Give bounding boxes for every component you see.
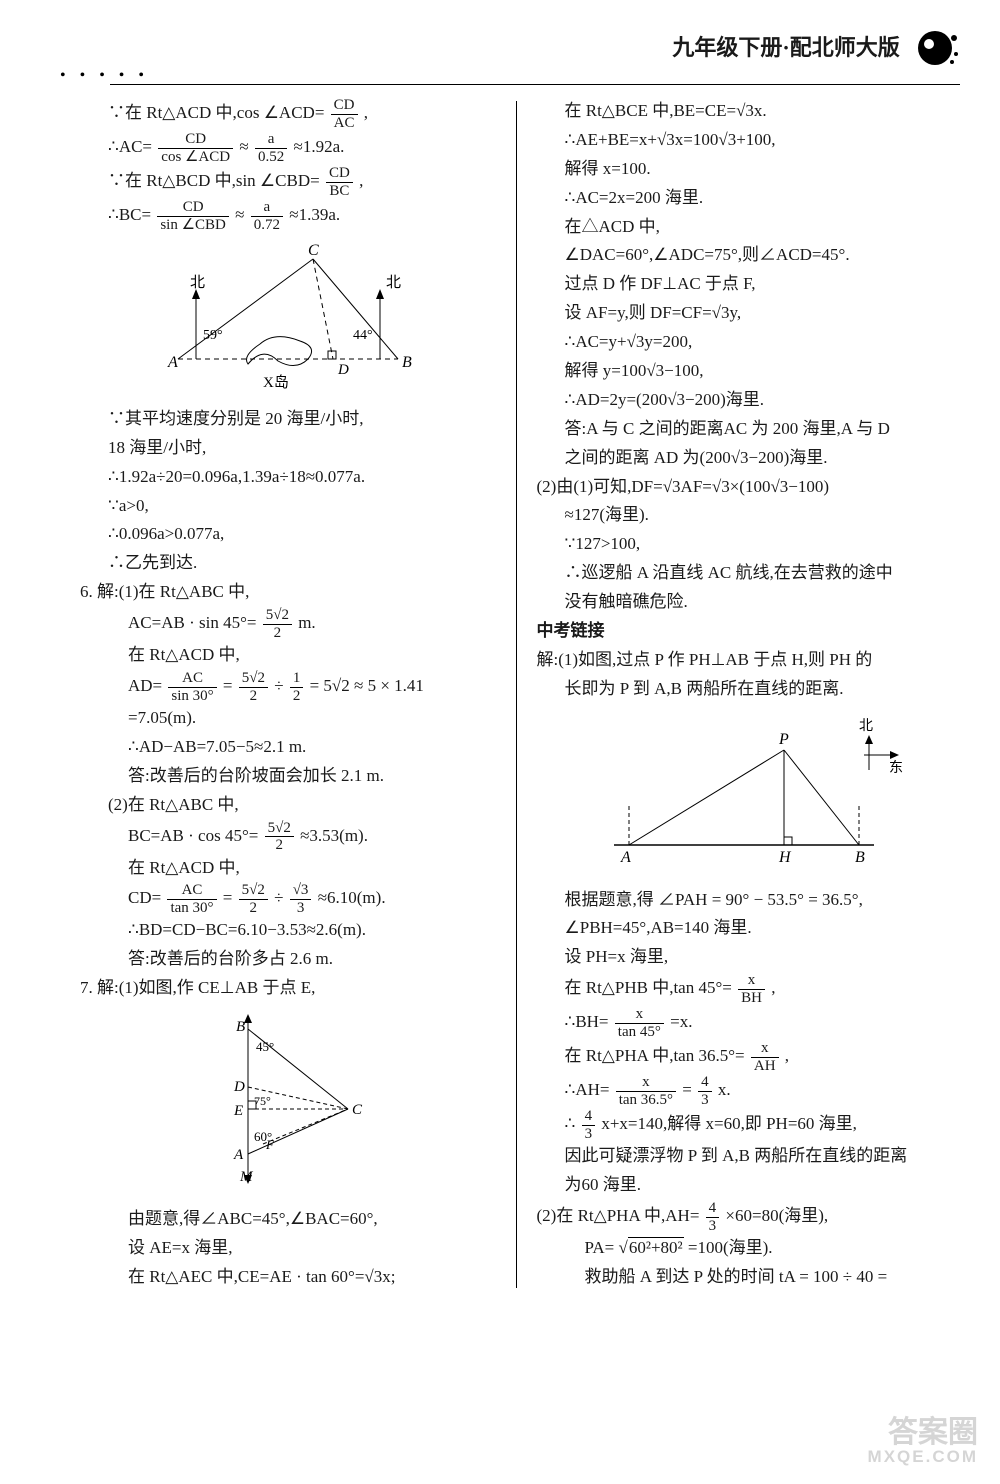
text-line: 答:改善后的台阶坡面会加长 2.1 m. [80,762,496,791]
math-line: AD= ACsin 30° = 5√22 ÷ 12 = 5√2 ≈ 5 × 1.… [80,670,496,704]
math-line: ∴AC= CDcos ∠ACD ≈ a0.52 ≈1.92a. [80,131,496,165]
math-line: BC=AB · cos 45°= 5√22 ≈3.53(m). [80,820,496,854]
watermark-main: 答案圈 [888,1416,978,1449]
math-line: ∵在 Rt△ACD 中,cos ∠ACD= CDAC , [80,97,496,131]
math-line: ∴AH= xtan 36.5° = 43 x. [537,1074,953,1108]
svg-text:60°: 60° [254,1129,272,1144]
text-line: (2)由(1)可知,DF=√3AF=√3×(100√3−100) [537,473,953,502]
text-line: =7.05(m). [80,704,496,733]
svg-text:75°: 75° [254,1094,271,1108]
section-heading: 中考链接 [537,617,953,646]
svg-text:D: D [233,1079,245,1095]
text-line: ∵127>100, [537,530,953,559]
text-line: 过点 D 作 DF⊥AC 于点 F, [537,270,953,299]
svg-text:东: 东 [889,760,903,776]
figure-triangle-bec: B D E A C M F 45° 75° 60° [80,1009,496,1199]
svg-text:M: M [239,1169,254,1185]
text-line: ∴AD=2y=(200√3−200)海里. [537,386,953,415]
right-column: 在 Rt△BCE 中,BE=CE=√3x. ∴AE+BE=x+√3x=100√3… [517,97,963,1292]
svg-text:北: 北 [190,274,205,291]
text-line: 没有触暗礁危险. [537,588,953,617]
text-line: 由题意,得∠ABC=45°,∠BAC=60°, [80,1205,496,1234]
text-line: ∴1.92a÷20=0.096a,1.39a÷18≈0.077a. [80,463,496,492]
svg-text:45°: 45° [256,1039,274,1054]
math-line: 在 Rt△PHB 中,tan 45°= xBH , [537,972,953,1006]
svg-text:H: H [778,849,792,866]
text-line: 根据题意,得 ∠PAH = 90° − 53.5° = 36.5°, [537,886,953,915]
problem-head: 6. 解:(1)在 Rt△ABC 中, [80,578,496,607]
text-line: ∠DAC=60°,∠ADC=75°,则∠ACD=45°. [537,241,953,270]
math-line: PA= 60²+80² =100(海里). [537,1234,953,1263]
math-line: ∴BC= CDsin ∠CBD ≈ a0.72 ≈1.39a. [80,199,496,233]
text-line: 在△ACD 中, [537,213,953,242]
problem-head: 7. 解:(1)如图,作 CE⊥AB 于点 E, [80,974,496,1003]
text-line: 在 Rt△BCE 中,BE=CE=√3x. [537,97,953,126]
svg-text:44°: 44° [353,328,373,343]
svg-text:B: B [236,1019,245,1035]
math-line: CD= ACtan 30° = 5√22 ÷ √33 ≈6.10(m). [80,882,496,916]
text-line: 设 PH=x 海里, [537,943,953,972]
svg-text:B: B [402,354,412,371]
svg-text:北: 北 [859,718,873,734]
svg-text:C: C [352,1102,363,1118]
svg-text:A: A [620,849,631,866]
text-line: 解得 y=100√3−100, [537,357,953,386]
watermark: 答案圈 MXQE.COM [868,1417,978,1466]
text-line: 在 Rt△ACD 中, [80,641,496,670]
svg-text:A: A [167,354,178,371]
text-line: ∴BD=CD−BC=6.10−3.53≈2.6(m). [80,916,496,945]
text-line: 设 AF=y,则 DF=CF=√3y, [537,299,953,328]
header-dots: • • • • • [60,62,149,89]
text-line: (2)在 Rt△ABC 中, [80,791,496,820]
text-line: 答:A 与 C 之间的距离AC 为 200 海里,A 与 D [537,415,953,444]
figure-triangle-phb: 北 东 P A H B [537,710,953,880]
text-line: 为60 海里. [537,1171,953,1200]
svg-text:A: A [233,1147,244,1163]
text-line: 因此可疑漂浮物 P 到 A,B 两船所在直线的距离 [537,1142,953,1171]
svg-text:D: D [337,362,349,378]
svg-text:C: C [308,242,319,259]
text-line: ∠PBH=45°,AB=140 海里. [537,914,953,943]
text-line: ∵其平均速度分别是 20 海里/小时, [80,405,496,434]
math-line: (2)在 Rt△PHA 中,AH= 43 ×60=80(海里), [537,1200,953,1234]
page-header: • • • • • 九年级下册·配北师大版 [0,0,1000,78]
svg-text:59°: 59° [203,328,223,343]
text-line: 18 海里/小时, [80,434,496,463]
watermark-sub: MXQE.COM [868,1448,978,1466]
text-line: ∵a>0, [80,492,496,521]
content-columns: ∵在 Rt△ACD 中,cos ∠ACD= CDAC , ∴AC= CDcos … [0,85,1000,1292]
text-line: 救助船 A 到达 P 处的时间 tA = 100 ÷ 40 = [537,1263,953,1292]
figure-triangle-island: 北 北 A B C D 59° 44° X岛 [80,239,496,399]
math-line: AC=AB · sin 45°= 5√22 m. [80,607,496,641]
text-line: 在 Rt△AEC 中,CE=AE · tan 60°=√3x; [80,1263,496,1292]
text-line: 设 AE=x 海里, [80,1234,496,1263]
logo-icon [916,26,960,70]
text-line: ∴巡逻船 A 沿直线 AC 航线,在去营救的途中 [537,559,953,588]
text-line: 答:改善后的台阶多占 2.6 m. [80,945,496,974]
text-line: 之间的距离 AD 为(200√3−200)海里. [537,444,953,473]
text-line: ∴0.096a>0.077a, [80,520,496,549]
text-line: 解得 x=100. [537,155,953,184]
text-line: ∴AC=y+√3y=200, [537,328,953,357]
text-line: 在 Rt△ACD 中, [80,854,496,883]
text-line: 长即为 P 到 A,B 两船所在直线的距离. [537,675,953,704]
text-line: ∴乙先到达. [80,549,496,578]
text-line: ≈127(海里). [537,501,953,530]
svg-text:B: B [855,849,865,866]
text-line: ∴AD−AB=7.05−5≈2.1 m. [80,733,496,762]
text-line: 解:(1)如图,过点 P 作 PH⊥AB 于点 H,则 PH 的 [537,646,953,675]
svg-text:E: E [233,1103,243,1119]
text-line: ∴AC=2x=200 海里. [537,184,953,213]
page-title: 九年级下册·配北师大版 [672,29,899,66]
svg-text:北: 北 [386,274,401,291]
svg-text:P: P [778,731,789,748]
math-line: 在 Rt△PHA 中,tan 36.5°= xAH , [537,1040,953,1074]
math-line: ∴BH= xtan 45° =x. [537,1006,953,1040]
math-line: ∵在 Rt△BCD 中,sin ∠CBD= CDBC , [80,165,496,199]
svg-text:X岛: X岛 [263,374,289,389]
math-line: ∴ 43 x+x=140,解得 x=60,即 PH=60 海里, [537,1108,953,1142]
text-line: ∴AE+BE=x+√3x=100√3+100, [537,126,953,155]
left-column: ∵在 Rt△ACD 中,cos ∠ACD= CDAC , ∴AC= CDcos … [70,97,516,1292]
